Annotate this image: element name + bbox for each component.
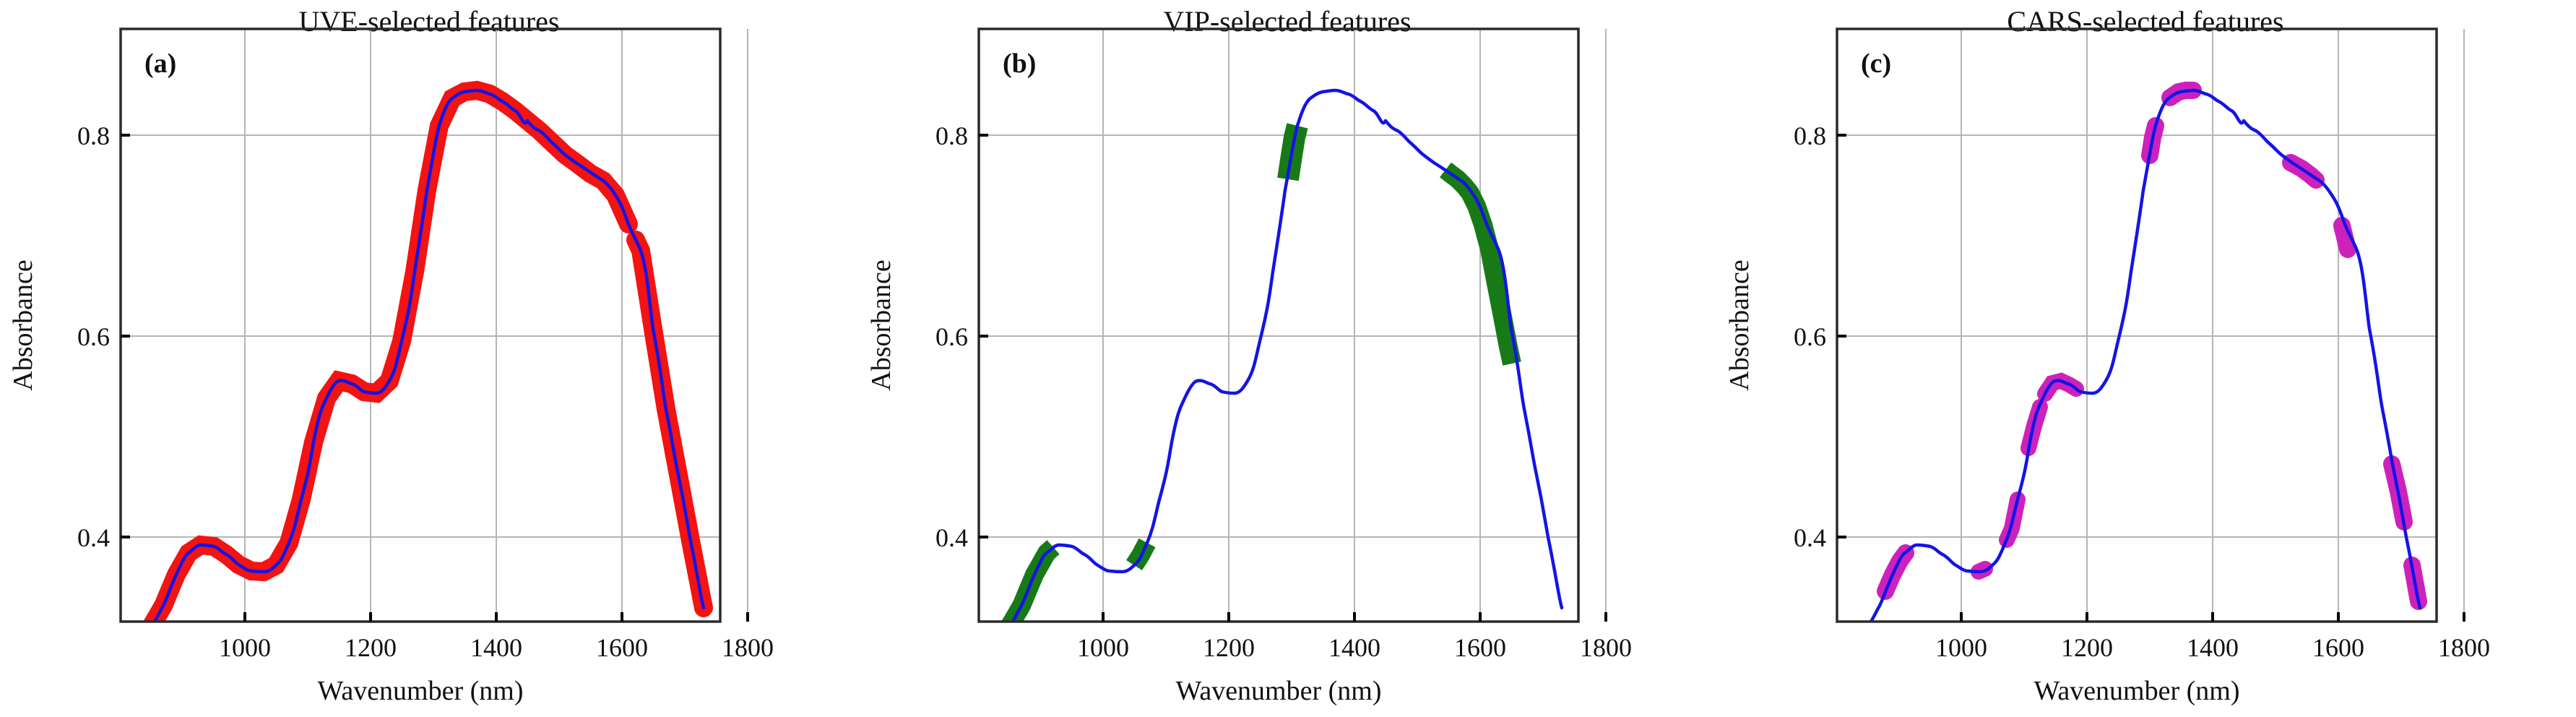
panel-tag-c: (c) bbox=[1861, 48, 1891, 79]
ytick-label: 0.6 bbox=[935, 322, 968, 351]
series-group-vip bbox=[1000, 88, 1564, 622]
xtick-label: 1200 bbox=[345, 633, 397, 662]
spectrum-line-uve bbox=[152, 88, 706, 622]
panel-title-cars: CARS-selected features bbox=[2007, 5, 2284, 38]
panel-tag-a: (a) bbox=[144, 48, 176, 79]
chart-svg-cars: (c) 1000 1200 1400 1600 1800 0.4 0.6 0.8… bbox=[1724, 27, 2490, 706]
xtick-label: 1200 bbox=[1203, 633, 1255, 662]
plot-area-vip: (b) 1000 1200 1400 1600 1800 0.4 0.6 0.8… bbox=[858, 0, 1716, 717]
ytick-label: 0.6 bbox=[1794, 322, 1826, 351]
tickmarks-vip bbox=[979, 134, 1607, 622]
panel-cars: CARS-selected features bbox=[1716, 0, 2575, 717]
y-axis-title: Absorbance bbox=[1724, 259, 1755, 390]
y-axis-title: Absorbance bbox=[8, 259, 38, 390]
x-axis-title: Wavenumber (nm) bbox=[318, 676, 524, 706]
ytick-label: 0.8 bbox=[1794, 121, 1826, 150]
plot-area-uve: (a) 1000 1200 1400 1600 1800 0.4 0.6 0.8… bbox=[0, 0, 858, 717]
cars-selected-cluster bbox=[1855, 631, 1863, 638]
ytick-label: 0.4 bbox=[935, 523, 968, 552]
plot-frame-cars bbox=[1836, 27, 2438, 623]
xtick-label: 1600 bbox=[2312, 633, 2364, 662]
ytick-label: 0.4 bbox=[77, 523, 110, 552]
gridlines-cars bbox=[1837, 29, 2465, 622]
cars-selected-cluster bbox=[2333, 217, 2356, 258]
panel-tag-b: (b) bbox=[1003, 48, 1036, 79]
panel-uve: UVE-selected features bbox=[0, 0, 858, 717]
ytick-label: 0.8 bbox=[77, 121, 110, 150]
spectrum-line-cars bbox=[1869, 88, 2422, 622]
plot-area-cars: (c) 1000 1200 1400 1600 1800 0.4 0.6 0.8… bbox=[1716, 0, 2575, 717]
tickmarks-uve bbox=[121, 134, 749, 622]
xtick-label: 1400 bbox=[1328, 633, 1380, 662]
xtick-label: 1600 bbox=[1454, 633, 1506, 662]
gridlines-vip bbox=[979, 29, 1607, 622]
chart-svg-vip: (b) 1000 1200 1400 1600 1800 0.4 0.6 0.8… bbox=[866, 27, 1632, 706]
uve-selected-band bbox=[392, 80, 638, 351]
ytick-label: 0.4 bbox=[1794, 523, 1826, 552]
series-group-uve bbox=[142, 80, 713, 622]
panel-vip: VIP-selected features bbox=[858, 0, 1716, 717]
chart-svg-uve: (a) 1000 1200 1400 1600 1800 0.4 0.6 0.8… bbox=[8, 27, 774, 706]
xtick-label: 1800 bbox=[1580, 633, 1632, 662]
gridlines-uve bbox=[121, 29, 748, 622]
xtick-label: 1800 bbox=[722, 633, 774, 662]
tickmarks-cars bbox=[1837, 134, 2465, 622]
uve-selected-band bbox=[142, 370, 386, 622]
spectrum-line-vip bbox=[1011, 88, 1564, 622]
x-axis-title: Wavenumber (nm) bbox=[2034, 676, 2240, 706]
plot-frame-uve bbox=[119, 27, 722, 623]
xtick-label: 1800 bbox=[2438, 633, 2490, 662]
xtick-label: 1600 bbox=[596, 633, 648, 662]
xtick-label: 1200 bbox=[2061, 633, 2113, 662]
xtick-label: 1400 bbox=[2187, 633, 2239, 662]
panel-title-vip: VIP-selected features bbox=[1163, 5, 1412, 38]
ytick-label: 0.8 bbox=[935, 121, 968, 150]
ytick-label: 0.6 bbox=[77, 322, 110, 351]
xtick-label: 1000 bbox=[1935, 633, 1987, 662]
xtick-label: 1000 bbox=[1077, 633, 1129, 662]
panel-title-uve: UVE-selected features bbox=[298, 5, 560, 38]
xtick-label: 1000 bbox=[219, 633, 271, 662]
xtick-label: 1400 bbox=[470, 633, 522, 662]
series-group-cars bbox=[1855, 82, 2427, 638]
y-axis-title: Absorbance bbox=[866, 259, 896, 390]
vip-selected-band bbox=[1000, 540, 1060, 622]
plot-frame-vip bbox=[977, 27, 1580, 623]
x-axis-title: Wavenumber (nm) bbox=[1176, 676, 1382, 706]
